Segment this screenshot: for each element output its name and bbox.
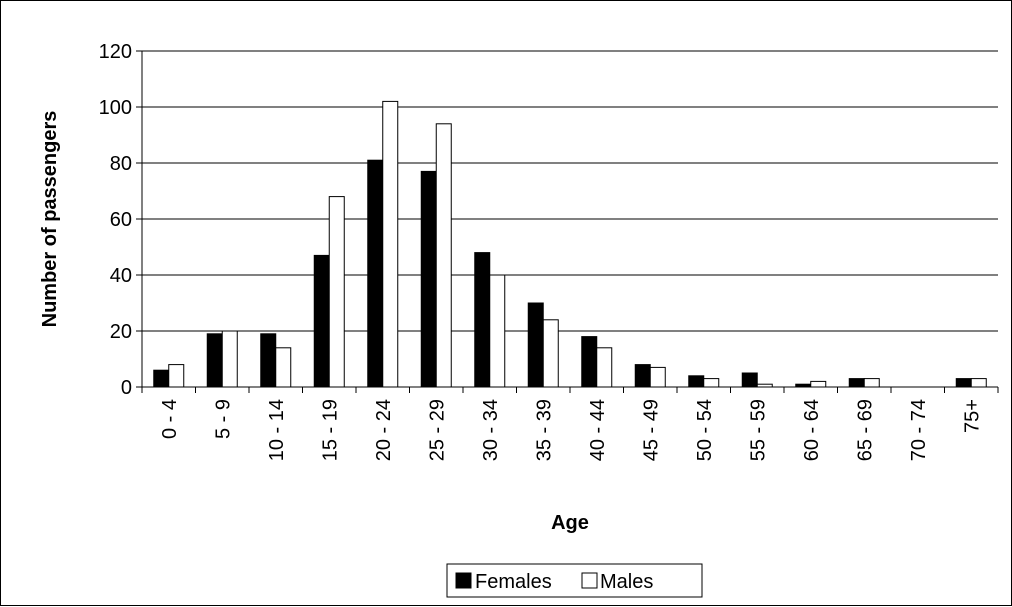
bar-females-9 bbox=[634, 364, 651, 388]
y-tick-label: 40 bbox=[110, 265, 132, 287]
y-tick-label: 0 bbox=[121, 377, 132, 399]
bar-females-5 bbox=[420, 170, 437, 388]
y-tick-label: 60 bbox=[110, 209, 132, 231]
legend-swatch-females bbox=[455, 572, 472, 589]
bar-males-3 bbox=[328, 196, 345, 388]
bar-males-10 bbox=[703, 378, 720, 388]
bar-males-9 bbox=[649, 366, 666, 388]
bar-females-1 bbox=[206, 333, 223, 388]
bar-males-0 bbox=[168, 364, 185, 388]
bar-females-7 bbox=[527, 302, 544, 388]
x-tick-label: 35 - 39 bbox=[533, 399, 555, 461]
bar-males-1 bbox=[221, 330, 238, 388]
y-tick-label: 100 bbox=[99, 97, 132, 119]
x-tick-label: 5 - 9 bbox=[212, 399, 234, 439]
bar-males-13 bbox=[863, 378, 880, 388]
legend: Females Males bbox=[446, 563, 703, 598]
bar-females-0 bbox=[153, 369, 170, 388]
x-tick-label: 50 - 54 bbox=[694, 399, 716, 461]
x-tick-label: 60 - 64 bbox=[801, 399, 823, 461]
x-tick-label: 75+ bbox=[961, 399, 983, 433]
y-tick-label: 80 bbox=[110, 153, 132, 175]
x-tick-label: 70 - 74 bbox=[908, 399, 930, 461]
legend-label-females: Females bbox=[475, 571, 552, 593]
bars bbox=[153, 100, 987, 388]
bar-females-8 bbox=[581, 336, 598, 388]
bar-males-6 bbox=[489, 274, 506, 388]
x-tick-label: 40 - 44 bbox=[587, 399, 609, 461]
y-tick-label: 120 bbox=[99, 41, 132, 63]
bar-females-10 bbox=[688, 375, 705, 388]
x-tick-label: 30 - 34 bbox=[480, 399, 502, 461]
legend-label-males: Males bbox=[600, 571, 653, 593]
y-tick-labels: 0 20 40 60 80 100 120 bbox=[99, 41, 142, 399]
bar-males-5 bbox=[435, 123, 452, 388]
x-tick-label: 45 - 49 bbox=[640, 399, 662, 461]
x-tick-label: 0 - 4 bbox=[159, 399, 181, 439]
bar-males-8 bbox=[596, 347, 613, 388]
x-tick-label: 55 - 59 bbox=[747, 399, 769, 461]
x-tick-label: 20 - 24 bbox=[373, 399, 395, 461]
bar-females-4 bbox=[367, 159, 384, 388]
bar-females-13 bbox=[848, 378, 865, 388]
bar-males-7 bbox=[542, 319, 559, 388]
bar-females-2 bbox=[260, 333, 277, 388]
bar-males-12 bbox=[810, 380, 827, 388]
bar-males-2 bbox=[275, 347, 292, 388]
bar-females-3 bbox=[313, 254, 330, 388]
bar-females-11 bbox=[741, 372, 758, 388]
y-axis-title: Number of passengers bbox=[39, 111, 61, 328]
bar-males-15 bbox=[970, 378, 987, 388]
legend-swatch-males bbox=[581, 572, 598, 589]
x-tick-label: 65 - 69 bbox=[854, 399, 876, 461]
x-tick-label: 25 - 29 bbox=[426, 399, 448, 461]
bar-females-6 bbox=[474, 252, 491, 388]
x-tick-labels: 0 - 4 5 - 9 10 - 14 15 - 19 20 - 24 25 - 29 30… bbox=[141, 387, 999, 461]
gridlines bbox=[142, 50, 998, 332]
y-tick-label: 20 bbox=[110, 321, 132, 343]
x-axis-title: Age bbox=[551, 512, 589, 534]
bar-males-4 bbox=[382, 100, 399, 388]
legend-box bbox=[446, 563, 703, 598]
x-tick-label: 10 - 14 bbox=[266, 399, 288, 461]
bar-females-15 bbox=[955, 378, 972, 388]
x-tick-label: 15 - 19 bbox=[319, 399, 341, 461]
